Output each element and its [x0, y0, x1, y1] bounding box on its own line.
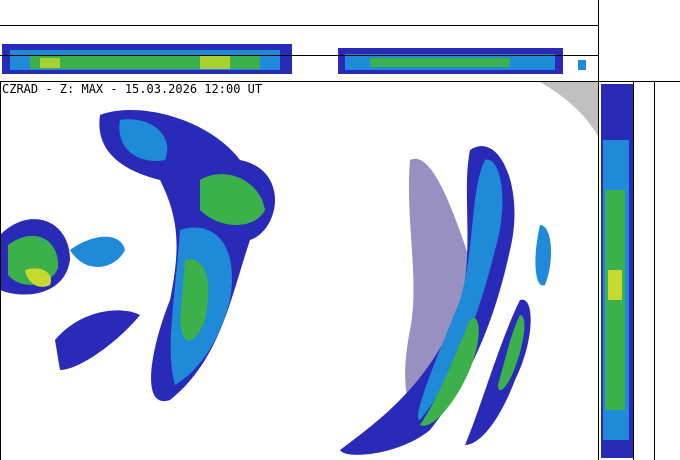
echo [498, 315, 525, 391]
echo [420, 318, 479, 426]
echo [180, 259, 209, 341]
echo [535, 225, 552, 286]
echoes [0, 110, 552, 455]
echo [55, 310, 140, 370]
echo [418, 159, 503, 420]
echo [370, 58, 510, 67]
top-profile [2, 44, 586, 74]
echo [70, 236, 125, 267]
echo [578, 60, 586, 70]
echo [40, 58, 60, 68]
echo [340, 146, 515, 455]
echo [25, 268, 51, 287]
echo [200, 55, 230, 69]
out-of-range [540, 82, 598, 136]
echo [608, 270, 622, 300]
echo [200, 174, 265, 225]
echo [119, 119, 168, 161]
product-title: CZRAD - Z: MAX - 15.03.2026 12:00 UT [2, 82, 262, 96]
right-profile [601, 84, 633, 458]
